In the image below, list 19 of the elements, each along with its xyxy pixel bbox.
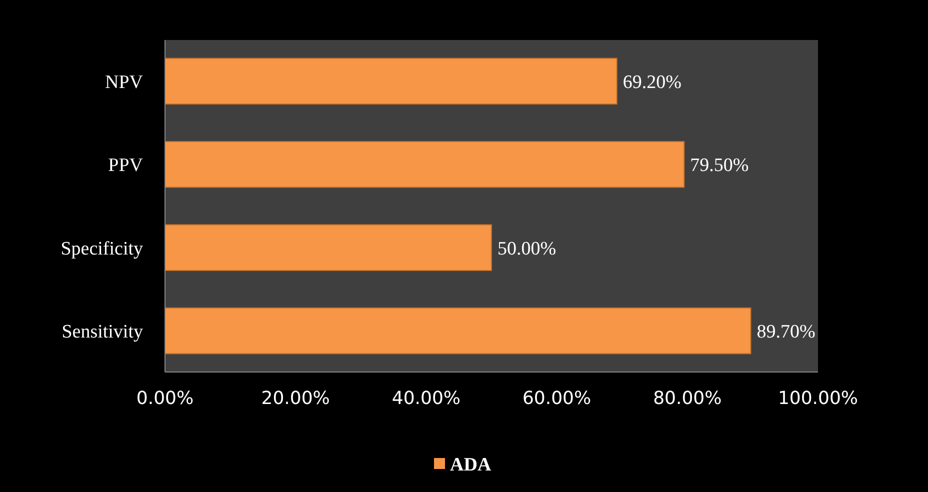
x-tick-label: 60.00% — [522, 388, 592, 409]
x-tick-label: 80.00% — [653, 388, 722, 409]
bar — [164, 224, 492, 271]
bar — [164, 58, 618, 105]
data-label: 79.50% — [690, 155, 749, 176]
bar — [164, 307, 752, 354]
x-tick-label: 0.00% — [136, 388, 194, 409]
bar — [164, 141, 685, 188]
y-tick-label: Specificity — [60, 238, 144, 260]
y-tick-label: Sensitivity — [62, 321, 144, 342]
legend-label: ADA — [450, 454, 492, 476]
data-label: 69.20% — [622, 72, 682, 93]
x-tick-label: 100.00% — [778, 388, 858, 409]
x-tick-label: 20.00% — [261, 388, 330, 409]
data-label: 89.70% — [756, 321, 816, 342]
x-tick-label: 40.00% — [392, 388, 461, 409]
y-tick-label: NPV — [104, 72, 144, 93]
data-label: 50.00% — [498, 238, 556, 260]
y-tick-label: PPV — [108, 155, 144, 176]
